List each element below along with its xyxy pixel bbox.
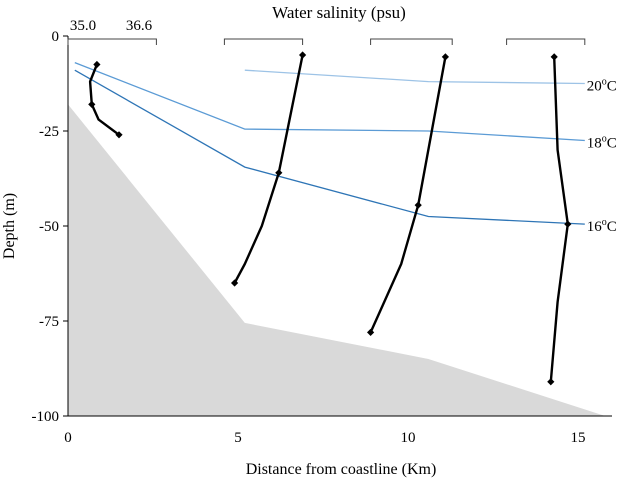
x-axis-title: Distance from coastline (Km) — [246, 461, 437, 478]
profile-4-marker — [550, 53, 558, 61]
isotherm-line-20 — [244, 69, 585, 85]
isotherm-line-18 — [74, 61, 585, 142]
salinity-scale-bracket-1 — [67, 38, 157, 45]
scale-min-label: 35.0 — [70, 18, 96, 34]
isotherm-label-16: 16oC — [587, 217, 617, 235]
seabed-area — [68, 104, 606, 417]
profile-4-marker — [564, 220, 572, 228]
profile-1-marker — [93, 60, 101, 69]
profile-1-marker — [88, 100, 96, 108]
salinity-profile-3 — [369, 56, 447, 333]
y-tick-label: 0 — [52, 29, 60, 45]
x-tick-label: 0 — [64, 430, 72, 446]
x-tick-label: 5 — [234, 430, 242, 446]
salinity-profile-2 — [233, 54, 304, 284]
scale-max-label: 36.6 — [126, 18, 153, 34]
y-tick-label: -25 — [39, 124, 59, 140]
profile-2-marker — [299, 51, 307, 59]
salinity-scale-bracket-3 — [370, 38, 453, 45]
profile-2-marker — [231, 279, 239, 287]
profile-2-marker — [275, 169, 283, 177]
y-tick-label: -75 — [39, 314, 59, 330]
isotherm-line-16 — [74, 69, 585, 225]
profile-4-marker — [547, 378, 555, 386]
seabed-layer — [68, 104, 606, 417]
salinity-scale-bracket-4 — [506, 38, 586, 45]
salinity-profile-4 — [549, 56, 569, 382]
profile-3-marker — [441, 53, 449, 61]
profile-3-marker — [367, 328, 375, 336]
y-axis-title: Depth (m) — [1, 193, 18, 259]
profile-1-marker — [115, 131, 123, 139]
y-tick-label: -50 — [39, 219, 59, 235]
profile-3-marker — [414, 201, 422, 209]
y-tick-label: -100 — [32, 409, 60, 425]
chart-title: Water salinity (psu) — [272, 3, 406, 22]
profile-layer — [88, 51, 572, 386]
x-tick-label: 10 — [401, 430, 416, 446]
isotherm-label-18: 18oC — [587, 134, 617, 152]
isotherm-label-20: 20oC — [587, 77, 617, 95]
salinity-profile-1 — [88, 64, 120, 136]
salinity-scale-bracket-2 — [223, 38, 304, 45]
isotherm-layer: 20oC 18oC 16oC — [74, 61, 617, 235]
salinity-scale-layer — [67, 38, 586, 45]
x-tick-label: 15 — [571, 430, 586, 446]
